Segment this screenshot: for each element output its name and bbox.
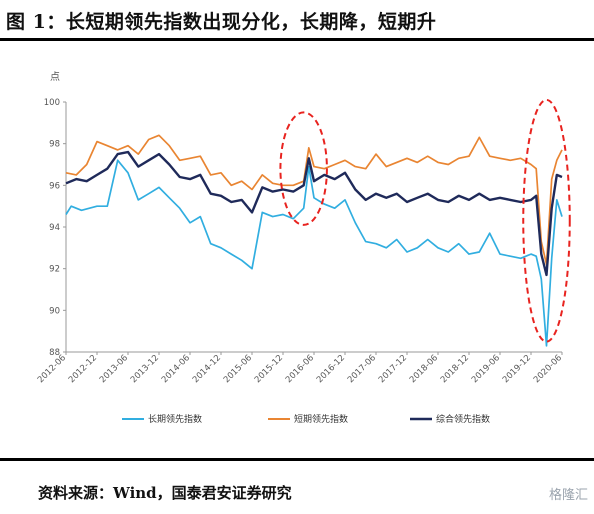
line-chart: 点8890929496981002012-062012-122013-06201… — [36, 71, 571, 425]
y-axis-label: 点 — [50, 71, 60, 83]
y-tick-label: 94 — [49, 223, 60, 233]
x-tick-label: 2016-06 — [284, 353, 316, 385]
annotations — [279, 98, 571, 343]
y-tick-label: 90 — [49, 306, 60, 316]
dashed-highlight-ellipse — [279, 111, 328, 226]
x-tick-label: 2018-06 — [408, 353, 440, 385]
x-tick-label: 2014-06 — [160, 353, 192, 385]
series-lines — [65, 134, 563, 347]
source-note: 资料来源：Wind，国泰君安证券研究 — [38, 484, 292, 502]
x-tick-label: 2014-12 — [191, 353, 223, 385]
x-tick-label: 2019-06 — [470, 353, 502, 385]
series-line-3 — [65, 150, 563, 277]
x-tick-label: 2017-06 — [346, 353, 378, 385]
x-tick-label: 2017-12 — [377, 353, 409, 385]
y-tick-label: 88 — [49, 348, 60, 358]
chart-title: 图 1：长短期领先指数出现分化，长期降，短期升 — [6, 11, 437, 33]
series-line-2 — [65, 134, 563, 266]
title-bar: 图 1：长短期领先指数出现分化，长期降，短期升 — [0, 0, 594, 40]
x-tick-label: 2015-12 — [253, 353, 285, 385]
y-tick-label: 100 — [44, 98, 60, 108]
legend-label: 长期领先指数 — [148, 413, 202, 425]
x-tick-label: 2018-12 — [439, 353, 471, 385]
x-tick-label: 2013-06 — [98, 353, 130, 385]
x-tick-label: 2013-12 — [129, 353, 161, 385]
legend-label: 综合领先指数 — [436, 413, 490, 425]
legend: 长期领先指数 短期领先指数 综合领先指数 — [122, 413, 490, 425]
x-tick-label: 2020-06 — [532, 353, 564, 385]
title-rule — [0, 38, 594, 41]
watermark-logo: 格隆汇 — [548, 488, 588, 503]
x-tick-label: 2019-12 — [501, 353, 533, 385]
x-tick-label: 2012-12 — [67, 353, 99, 385]
legend-label: 短期领先指数 — [294, 413, 348, 425]
x-tick-label: 2016-12 — [315, 353, 347, 385]
y-tick-label: 98 — [49, 140, 60, 150]
axes: 点8890929496981002012-062012-122013-06201… — [36, 71, 564, 385]
y-tick-label: 96 — [49, 181, 60, 191]
series-line-1 — [65, 159, 563, 347]
dashed-highlight-ellipse — [522, 98, 571, 343]
y-tick-label: 92 — [49, 265, 60, 275]
x-tick-label: 2015-06 — [222, 353, 254, 385]
footer-rule — [0, 458, 594, 461]
